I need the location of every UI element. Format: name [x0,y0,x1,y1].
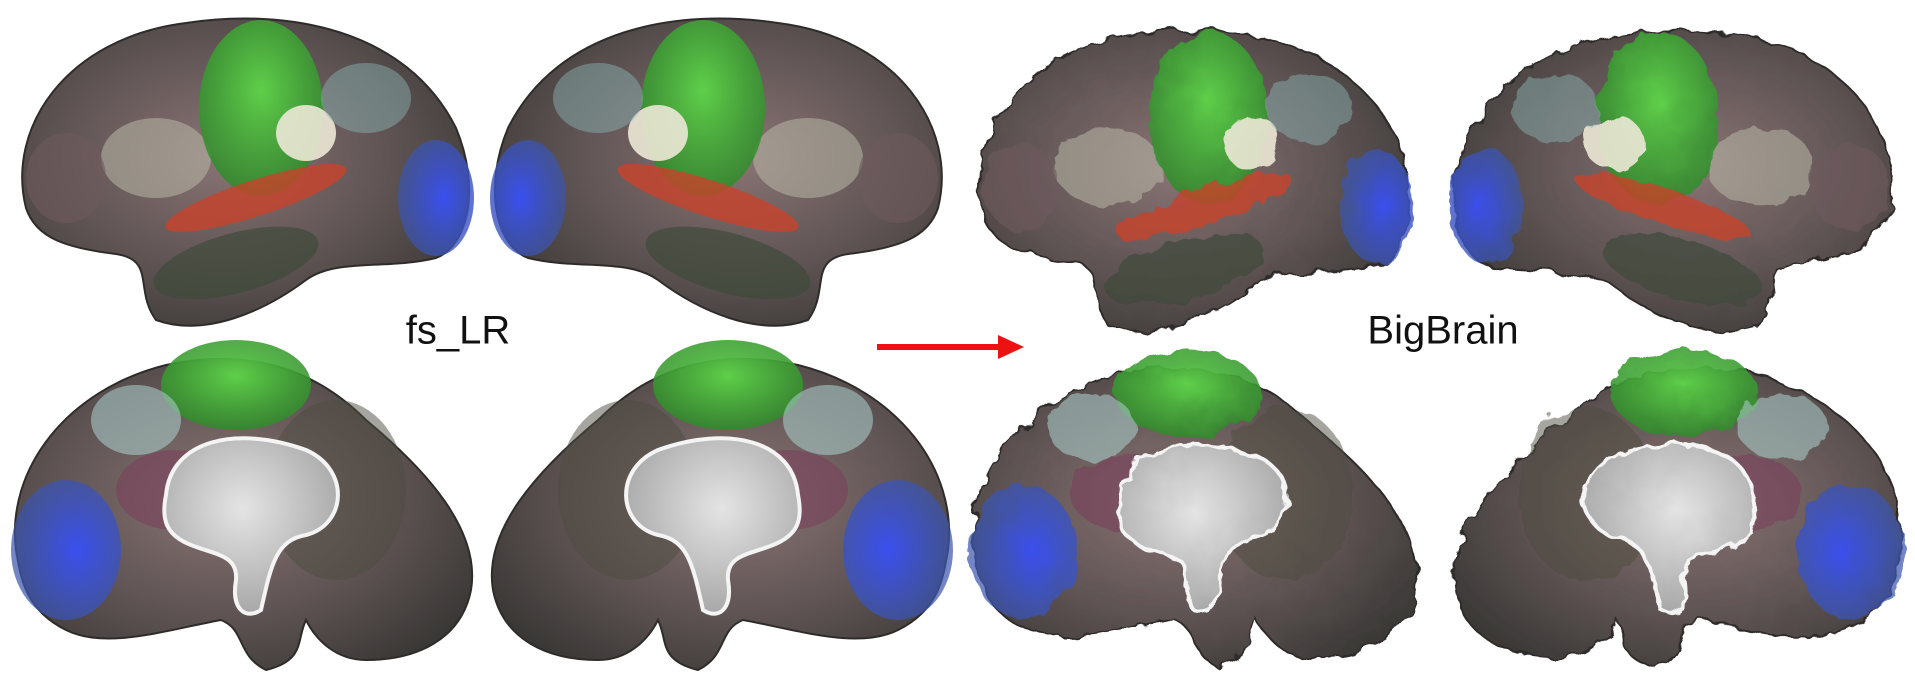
bigbrain-right-medial [1451,348,1908,669]
bigbrain-left-lateral [978,29,1415,333]
arrow [877,335,1024,359]
fslr-right-medial [489,338,955,672]
fslr-left-medial [9,338,475,672]
fslr-left-lateral [21,17,475,327]
target-label: BigBrain [1367,309,1518,353]
bigbrain-right-lateral [1448,29,1894,333]
source-label: fs_LR [406,309,511,353]
bigbrain-left-medial [967,348,1420,669]
fslr-right-lateral [489,17,943,327]
